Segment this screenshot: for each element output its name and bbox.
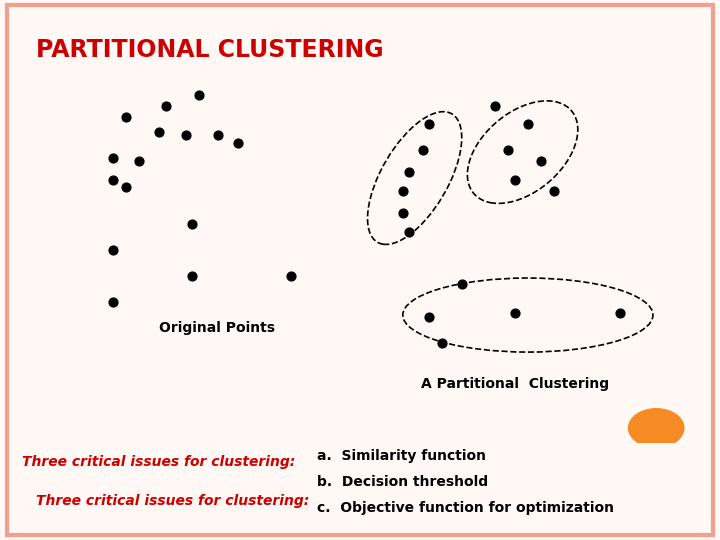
Point xyxy=(456,279,468,288)
Point xyxy=(134,157,145,166)
Point xyxy=(404,168,415,177)
Text: a.  Similarity function: a. Similarity function xyxy=(317,449,486,463)
Text: Three critical issues for clustering:: Three critical issues for clustering: xyxy=(36,494,310,508)
Point xyxy=(120,183,132,192)
Point xyxy=(193,90,204,99)
Point xyxy=(489,102,500,110)
Ellipse shape xyxy=(629,409,684,447)
Point xyxy=(549,187,560,195)
Point xyxy=(107,298,119,306)
Point xyxy=(436,339,448,347)
Point xyxy=(423,120,435,129)
Point xyxy=(212,131,224,140)
Point xyxy=(535,157,546,166)
Text: Original Points: Original Points xyxy=(159,321,275,335)
Point xyxy=(404,227,415,236)
Point xyxy=(509,176,521,184)
Point xyxy=(107,153,119,162)
Point xyxy=(423,313,435,321)
Point xyxy=(397,187,408,195)
Text: Three critical issues for clustering:: Three critical issues for clustering: xyxy=(22,455,295,469)
Point xyxy=(417,146,428,154)
Point xyxy=(233,139,244,147)
Point xyxy=(107,176,119,184)
Point xyxy=(153,127,165,136)
Point xyxy=(107,246,119,254)
Point xyxy=(285,272,297,280)
Point xyxy=(180,131,192,140)
Point xyxy=(522,120,534,129)
Text: PARTITIONAL CLUSTERING: PARTITIONAL CLUSTERING xyxy=(36,38,384,62)
Point xyxy=(120,113,132,122)
Point xyxy=(503,146,514,154)
Text: c.  Objective function for optimization: c. Objective function for optimization xyxy=(317,501,613,515)
Text: b.  Decision threshold: b. Decision threshold xyxy=(317,475,488,489)
Point xyxy=(160,102,171,110)
Text: A Partitional  Clustering: A Partitional Clustering xyxy=(420,376,608,390)
Point xyxy=(186,220,198,228)
Point xyxy=(509,309,521,318)
Point xyxy=(614,309,626,318)
Point xyxy=(397,209,408,218)
Point xyxy=(186,272,198,280)
